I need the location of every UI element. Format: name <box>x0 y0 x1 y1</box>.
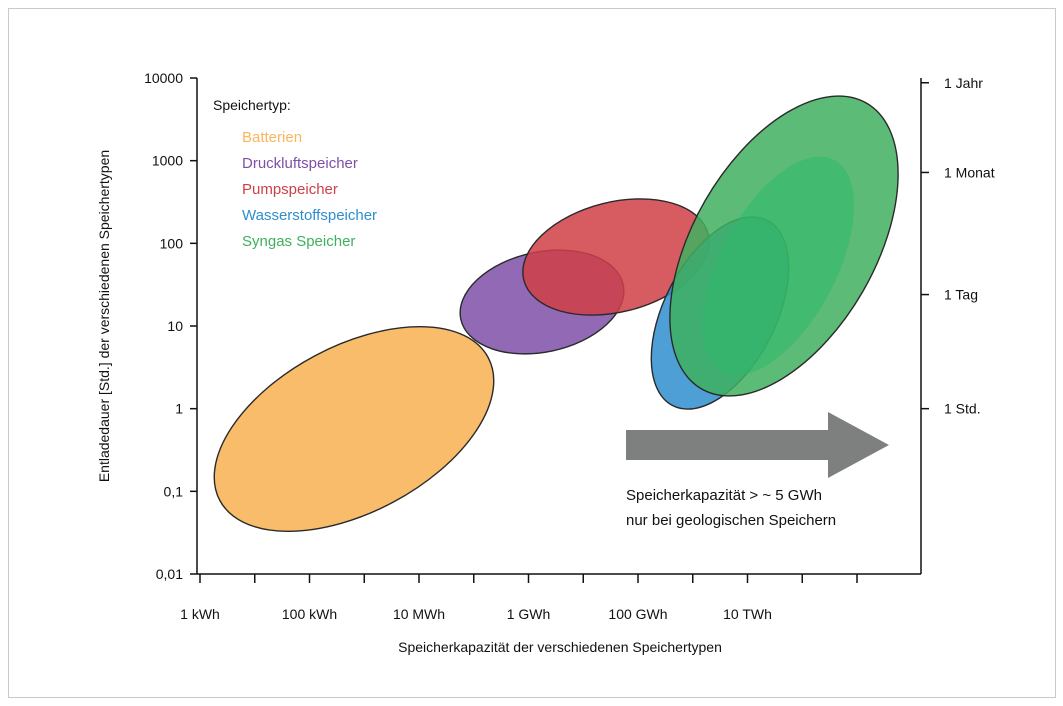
legend-item-pumpspeicher: Pumpspeicher <box>242 181 338 198</box>
x-tick-label: 100 GWh <box>608 606 667 622</box>
annotation-line-1: Speicherkapazität > ~ 5 GWh <box>626 487 822 504</box>
y-tick-label: 1 <box>175 401 183 417</box>
right-tick-label: 1 Monat <box>944 164 995 180</box>
legend-title: Speichertyp: <box>213 97 291 113</box>
capacity-arrow-shape <box>626 412 889 478</box>
x-axis-title: Speicherkapazität der verschiedenen Spei… <box>398 639 722 655</box>
x-tick-label: 100 kWh <box>282 606 337 622</box>
y-axis-title: Entladedauer [Std.] der verschiedenen Sp… <box>96 150 112 482</box>
legend-items: Batterien Druckluftspeicher Pumpspeicher Wa… <box>242 129 377 250</box>
x-tick-label: 10 MWh <box>393 606 445 622</box>
y-tick-label: 10 <box>167 318 183 334</box>
x-tick-label: 1 GWh <box>507 606 551 622</box>
right-tick-label: 1 Jahr <box>944 75 983 91</box>
y-tick-label: 0,1 <box>164 483 184 499</box>
legend-item-druckluftspeicher: Druckluftspeicher <box>242 155 358 172</box>
y-tick-label: 1000 <box>152 153 183 169</box>
x-tick-label: 10 TWh <box>723 606 772 622</box>
right-tick-label: 1 Std. <box>944 401 981 417</box>
y-tick-label: 100 <box>160 235 184 251</box>
legend-item-syngas-speicher: Syngas Speicher <box>242 233 355 250</box>
capacity-arrow <box>626 412 889 478</box>
legend-item-wasserstoffspeicher: Wasserstoffspeicher <box>242 207 377 224</box>
ticks: 0,01 0,1 1 10 100 1000 10000 1 kWh 100 kWh 10 MWh… <box>144 70 995 622</box>
legend-item-batterien: Batterien <box>242 129 302 146</box>
annotation-line-2: nur bei geologischen Speichern <box>626 512 836 529</box>
right-tick-label: 1 Tag <box>944 287 978 303</box>
y-tick-label: 0,01 <box>156 566 183 582</box>
storage-regions <box>213 95 899 532</box>
region-syngas-core <box>701 156 855 376</box>
legend: Speichertyp: Batterien Druckluftspeicher P… <box>213 97 377 250</box>
region-batterien <box>213 326 495 532</box>
y-tick-label: 10000 <box>144 70 183 86</box>
x-tick-label: 1 kWh <box>180 606 220 622</box>
